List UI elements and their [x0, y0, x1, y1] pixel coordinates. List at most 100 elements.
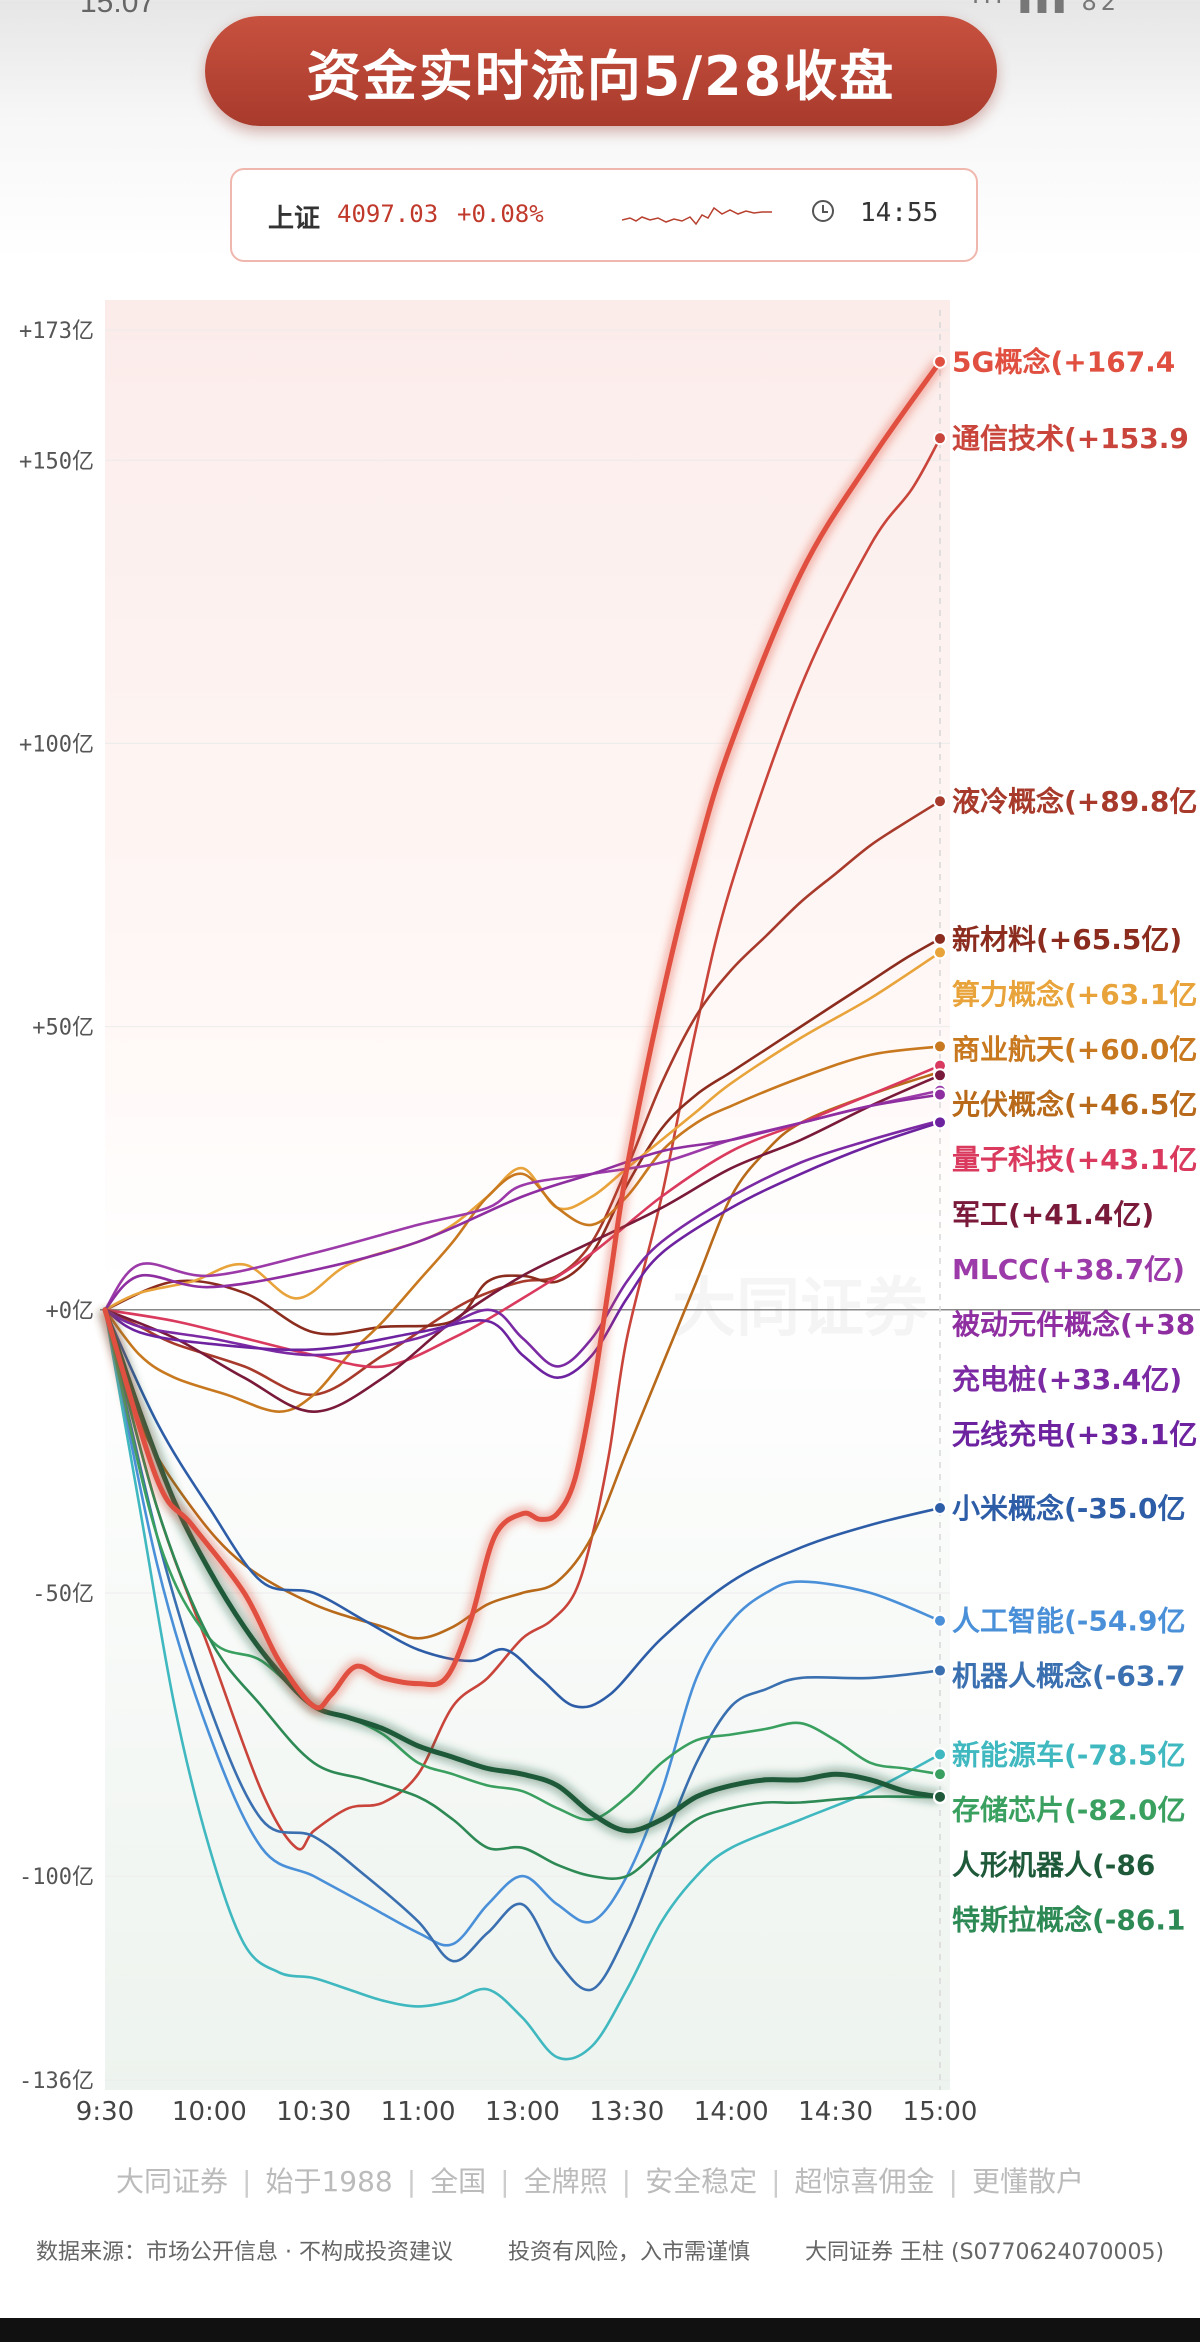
- index-summary: 上证 4097.03 +0.08% 14:55: [230, 168, 978, 262]
- series-line: [103, 1308, 942, 1709]
- series-line: [102, 359, 943, 1711]
- series-label: 5G概念(+167.4: [952, 346, 1175, 379]
- y-tick-label: +50亿: [32, 1016, 94, 1041]
- series-end-point: [933, 1663, 947, 1678]
- status-bar: 15:07 ··· ▮▮▮ 82: [0, 0, 1200, 19]
- x-tick-label: 14:00: [694, 2097, 769, 2127]
- series-end-point: [933, 431, 947, 446]
- series-line: [103, 1119, 942, 1368]
- x-tick-label: 10:30: [276, 2097, 351, 2127]
- series-label: 无线充电(+33.1亿: [952, 1418, 1197, 1451]
- footer-brand-item: 更懂散户: [971, 2165, 1084, 2198]
- x-tick-label: 15:00: [903, 2097, 978, 2127]
- series-end-point: [933, 1789, 947, 1804]
- series-line: [103, 1308, 942, 1947]
- series-label: 商业航天(+60.0亿: [952, 1033, 1197, 1066]
- series-line: [103, 1093, 942, 1312]
- index-sparkline: [622, 206, 772, 226]
- series-end-point: [933, 1087, 947, 1102]
- series-label: 通信技术(+153.9: [952, 422, 1189, 455]
- index-name: 上证: [268, 204, 321, 234]
- series-label: 存储芯片(-82.0亿: [952, 1793, 1186, 1826]
- series-end-point: [933, 1767, 947, 1782]
- series-label: 算力概念(+63.1亿: [952, 978, 1197, 1011]
- footer-brand: 大同证券 | 始于1988 | 全国 | 全牌照 | 安全稳定 | 超惊喜佣金 | 更懂散户: [0, 2160, 1200, 2200]
- watermark: 大同证券: [672, 1272, 929, 1346]
- bottom-bar: [0, 2318, 1200, 2342]
- series-label: 量子科技(+43.1亿: [952, 1143, 1197, 1176]
- status-icons: ··· ▮▮▮ 82: [971, 0, 1120, 16]
- series-label: MLCC(+38.7亿): [952, 1253, 1185, 1286]
- series-line: [103, 1308, 942, 1992]
- series-line: [103, 1045, 942, 1413]
- footer-brand-item: 超惊喜佣金: [794, 2165, 935, 2198]
- index-change: +0.08%: [457, 200, 544, 228]
- y-tick-label: +100亿: [19, 732, 94, 757]
- page-title: 资金实时流向5/28收盘: [306, 44, 896, 108]
- footer-brand-item: 安全稳定: [645, 2165, 758, 2198]
- series-line: [103, 1070, 942, 1640]
- series-label: 小米概念(-35.0亿: [952, 1492, 1186, 1525]
- series-label: 特斯拉概念(-86.1: [952, 1903, 1186, 1936]
- x-tick-label: 13:00: [485, 2097, 560, 2127]
- series-label: 新材料(+65.5亿): [952, 923, 1182, 956]
- fund-flow-chart: 大同证券 +173亿 +150亿 +100亿 +50亿 +0亿 -50亿 -100亿 -136…: [19, 300, 1200, 2127]
- series-label: 人形机器人(-86: [952, 1848, 1155, 1881]
- clock-icon: [812, 200, 834, 222]
- y-tick-label: +173亿: [19, 319, 94, 344]
- series-end-point: [933, 1500, 947, 1515]
- series-label: 人工智能(-54.9亿: [952, 1605, 1186, 1638]
- index-time: 14:55: [860, 198, 939, 228]
- x-tick-label: 10:00: [172, 2097, 247, 2127]
- status-time: 15:07: [80, 0, 156, 19]
- series-end-point: [933, 1068, 947, 1083]
- series-label: 军工(+41.4亿): [952, 1198, 1154, 1231]
- series-label: 被动元件概念(+38: [952, 1308, 1195, 1341]
- y-tick-label: +150亿: [19, 449, 94, 474]
- footer-brand-item: 始于1988: [265, 2165, 393, 2198]
- footer-separator: |: [948, 2165, 958, 2198]
- series-end-point: [933, 1747, 947, 1762]
- series-label: 机器人概念(-63.7: [952, 1660, 1186, 1693]
- x-tick-label: 13:30: [589, 2097, 664, 2127]
- series-label: 光伏概念(+46.5亿: [951, 1088, 1197, 1121]
- y-tick-label: -50亿: [32, 1582, 94, 1607]
- footer-separator: |: [621, 2165, 632, 2198]
- series-end-point: [933, 1039, 947, 1054]
- footer-note: 数据来源：市场公开信息 · 不构成投资建议 投资有风险，入市需谨慎 大同证券 王…: [36, 2234, 1200, 2266]
- title-banner: 资金实时流向5/28收盘: [205, 16, 997, 126]
- series-line: [103, 1121, 942, 1379]
- series-end-point: [933, 354, 947, 369]
- footer-brand-item: 全国: [430, 2165, 487, 2198]
- x-tick-label: 14:30: [798, 2097, 873, 2127]
- footer-separator: |: [406, 2165, 417, 2198]
- series-end-point: [933, 931, 947, 946]
- series-line: [103, 1308, 942, 1880]
- footer-brand-item: 大同证券: [116, 2165, 229, 2198]
- footer-separator: |: [500, 2165, 510, 2198]
- y-tick-label: -100亿: [19, 1865, 94, 1890]
- footer-separator: |: [771, 2165, 781, 2198]
- risk-warning: 投资有风险，入市需谨慎: [507, 2240, 750, 2265]
- data-source-note: 数据来源：市场公开信息 · 不构成投资建议: [36, 2240, 453, 2265]
- footer-brand-item: 全牌照: [523, 2165, 608, 2198]
- series-label: 充电桩(+33.4亿): [952, 1363, 1182, 1396]
- series-label: 新能源车(-78.5亿: [952, 1738, 1186, 1771]
- series-line: [103, 436, 942, 1851]
- y-tick-label: +0亿: [46, 1299, 95, 1324]
- x-tick-label: 11:00: [381, 2097, 456, 2127]
- series-label: 液冷概念(+89.8亿: [952, 785, 1197, 818]
- footer-separator: |: [242, 2165, 252, 2198]
- advisor-credit: 大同证券 王柱 (S0770624070005): [805, 2240, 1165, 2265]
- series-line: [102, 1307, 943, 1834]
- series-line: [103, 1074, 942, 1413]
- y-tick-label: -136亿: [19, 2069, 94, 2094]
- series-line: [103, 1308, 942, 1822]
- series-line: [103, 937, 942, 1336]
- series-line: [103, 1308, 942, 2061]
- series-end-point: [933, 1613, 947, 1628]
- series-end-point: [933, 1115, 947, 1130]
- x-tick-label: 9:30: [76, 2097, 134, 2127]
- index-value: 4097.03: [337, 200, 439, 228]
- series-line: [103, 951, 942, 1312]
